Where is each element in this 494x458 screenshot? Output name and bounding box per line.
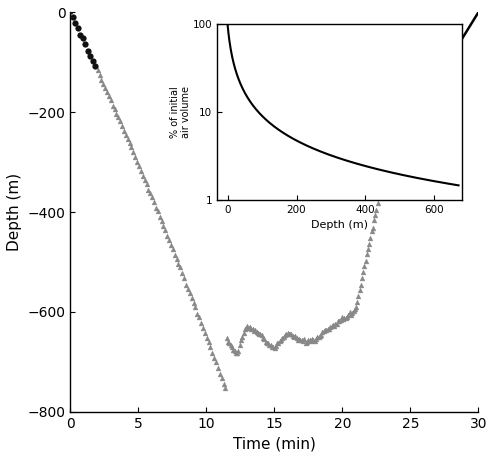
X-axis label: Time (min): Time (min)	[233, 436, 316, 451]
Y-axis label: Depth (m): Depth (m)	[7, 173, 22, 251]
